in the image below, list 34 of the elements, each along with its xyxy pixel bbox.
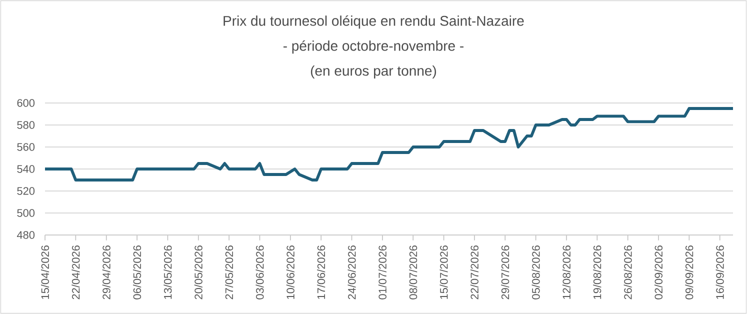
x-tick-label: 08/07/2026 [409,246,418,300]
x-tick-label: 06/05/2026 [133,246,142,300]
y-tick-label: 540 [17,165,35,173]
x-tick-label: 12/08/2026 [562,246,570,299]
x-tick-label: 29/04/2026 [102,246,110,300]
y-tick-label: 520 [17,187,35,195]
x-tick-label: 22/07/2026 [470,246,478,300]
x-tick-label: 27/05/2026 [225,246,234,300]
y-tick-label: 500 [17,209,35,217]
x-tick-label: 29/07/2026 [501,246,510,300]
y-tick-label: 480 [16,231,35,239]
x-tick-label: 26/08/2026 [624,246,632,300]
x-tick-label: 02/09/2026 [654,246,663,300]
line-series [44,107,734,182]
x-tick-label: 19/08/2026 [593,246,602,299]
x-tick-label: 09/09/2026 [685,246,694,300]
chart-subtitle: - période octobre-novembre - [283,40,464,54]
x-tick-label: 05/08/2026 [532,246,540,300]
x-tick-label: 03/06/2026 [256,246,264,300]
x-tick-label: 15/04/2026 [40,246,50,299]
y-tick-label: 560 [17,143,35,151]
x-tick-label: 24/06/2026 [348,246,356,300]
x-tick-label: 10/06/2026 [286,246,294,299]
y-tick-label: 580 [17,121,35,129]
x-tick-label: 13/05/2026 [164,246,172,299]
x-tick-label: 01/07/2026 [378,246,386,300]
x-tick-label: 22/04/2026 [72,246,80,300]
x-tick-label: 15/07/2026 [440,246,448,299]
chart-title: Prix du tournesol oléique en rendu Saint-Nazaire [224,15,524,29]
text: (en euros par tonne) [310,65,436,79]
x-tick-label: 17/06/2026 [317,246,326,299]
y-tick-label: 600 [17,99,35,107]
x-tick-label: 16/09/2026 [716,246,724,299]
x-tick-label: 20/05/2026 [194,246,202,300]
